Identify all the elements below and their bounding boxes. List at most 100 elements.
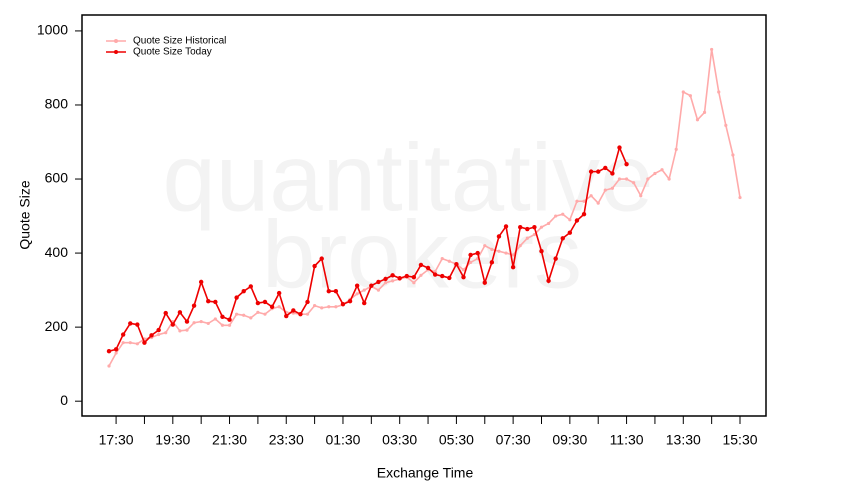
point <box>646 177 650 181</box>
point <box>567 230 573 235</box>
point <box>490 247 494 251</box>
point <box>333 289 339 294</box>
point <box>121 341 125 345</box>
point <box>510 264 516 270</box>
point <box>326 289 331 294</box>
point <box>178 329 182 333</box>
point <box>135 322 140 327</box>
point <box>425 265 431 271</box>
point <box>632 181 636 185</box>
point <box>511 253 515 257</box>
point <box>440 257 444 261</box>
point <box>199 319 203 324</box>
point <box>220 323 225 327</box>
point <box>589 194 593 198</box>
point <box>248 284 253 289</box>
point <box>483 244 487 248</box>
point <box>355 292 359 296</box>
point <box>574 218 580 223</box>
series-line <box>108 145 628 352</box>
point <box>411 274 417 280</box>
point <box>298 311 303 317</box>
point <box>354 283 360 288</box>
x-tick-label: 05:30 <box>439 432 474 448</box>
plot-frame <box>81 14 767 417</box>
point <box>340 301 346 307</box>
point <box>263 312 267 316</box>
point <box>532 232 537 237</box>
point <box>596 201 600 205</box>
point <box>596 169 601 174</box>
point <box>447 275 452 281</box>
point <box>227 317 232 322</box>
y-tick-label: 600 <box>45 170 69 186</box>
point <box>319 256 324 261</box>
point <box>135 342 139 346</box>
point <box>568 218 572 222</box>
point <box>518 224 523 230</box>
point <box>362 288 366 292</box>
point <box>312 263 317 269</box>
point <box>404 273 409 279</box>
point <box>390 273 395 278</box>
point <box>624 177 629 181</box>
x-tick-label: 19:30 <box>155 432 190 448</box>
point <box>518 244 522 248</box>
point <box>588 169 594 174</box>
x-tick-label: 07:30 <box>496 432 531 448</box>
point <box>468 260 473 264</box>
legend-marker <box>114 50 118 54</box>
point <box>185 328 189 332</box>
point <box>362 300 367 306</box>
y-tick-label: 800 <box>45 96 69 112</box>
point <box>269 304 275 309</box>
point <box>128 341 132 345</box>
point <box>170 322 176 327</box>
point <box>198 279 204 285</box>
point <box>688 94 692 98</box>
point <box>262 299 268 305</box>
x-tick-label: 21:30 <box>212 432 247 448</box>
point <box>206 299 211 304</box>
point <box>724 123 728 127</box>
point <box>561 212 565 216</box>
x-tick-label: 13:30 <box>666 432 701 448</box>
point <box>164 331 168 335</box>
point <box>334 305 338 309</box>
point <box>284 313 289 319</box>
point <box>539 225 544 229</box>
point <box>468 252 473 258</box>
point <box>525 226 530 232</box>
point <box>560 236 565 241</box>
point <box>582 199 586 203</box>
point <box>107 364 111 368</box>
point <box>695 118 700 122</box>
point <box>227 323 232 327</box>
point <box>418 262 424 268</box>
point <box>235 312 239 316</box>
point <box>525 236 529 240</box>
point <box>106 349 112 354</box>
point <box>497 249 501 253</box>
point <box>489 260 495 265</box>
point <box>419 273 423 277</box>
point <box>142 340 147 345</box>
point <box>327 305 331 309</box>
x-tick-label: 11:30 <box>610 432 644 448</box>
point <box>157 332 161 337</box>
y-axis-label: Quote Size <box>17 180 33 249</box>
point <box>305 299 310 305</box>
y-tick-label: 400 <box>45 244 69 260</box>
point <box>220 314 225 319</box>
point <box>610 186 614 190</box>
point <box>128 321 133 326</box>
point <box>114 351 118 355</box>
point <box>603 188 607 192</box>
point <box>674 147 678 152</box>
point <box>504 251 508 255</box>
x-tick-label: 17:30 <box>99 432 134 448</box>
point <box>581 212 587 217</box>
point <box>440 273 445 279</box>
point <box>256 310 260 314</box>
point <box>539 249 544 254</box>
